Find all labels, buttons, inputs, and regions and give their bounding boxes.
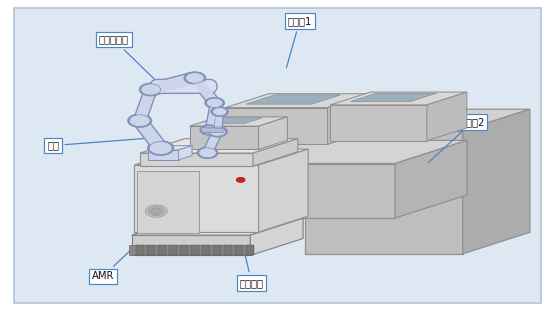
Text: 协作机器人: 协作机器人 xyxy=(99,35,164,88)
Circle shape xyxy=(145,205,167,217)
Circle shape xyxy=(149,141,172,155)
Circle shape xyxy=(201,126,217,134)
Polygon shape xyxy=(305,109,530,131)
Circle shape xyxy=(197,147,218,159)
Polygon shape xyxy=(136,245,144,255)
Polygon shape xyxy=(129,245,252,255)
Polygon shape xyxy=(132,235,251,255)
Polygon shape xyxy=(427,92,467,141)
FancyArrowPatch shape xyxy=(218,114,220,129)
Polygon shape xyxy=(179,146,192,160)
Polygon shape xyxy=(330,92,467,105)
Polygon shape xyxy=(207,140,467,163)
FancyArrowPatch shape xyxy=(140,92,150,118)
FancyArrowPatch shape xyxy=(153,79,192,89)
Circle shape xyxy=(200,125,218,135)
Circle shape xyxy=(199,148,216,158)
Text: 成品料框: 成品料框 xyxy=(239,236,264,288)
FancyArrowPatch shape xyxy=(208,134,216,150)
Polygon shape xyxy=(138,171,199,233)
Polygon shape xyxy=(213,245,221,255)
Circle shape xyxy=(184,72,206,84)
Polygon shape xyxy=(202,245,210,255)
Polygon shape xyxy=(190,117,288,126)
Circle shape xyxy=(141,84,161,95)
Polygon shape xyxy=(395,140,467,218)
Polygon shape xyxy=(147,245,155,255)
Polygon shape xyxy=(190,126,259,150)
Circle shape xyxy=(128,114,152,127)
Polygon shape xyxy=(140,139,298,153)
Polygon shape xyxy=(148,146,192,150)
Circle shape xyxy=(209,127,226,136)
Polygon shape xyxy=(140,153,253,166)
Polygon shape xyxy=(207,163,395,218)
Circle shape xyxy=(205,97,225,109)
FancyArrowPatch shape xyxy=(208,134,216,150)
Circle shape xyxy=(151,208,162,214)
FancyArrowPatch shape xyxy=(140,92,150,118)
Polygon shape xyxy=(330,105,427,141)
Text: AMR: AMR xyxy=(92,245,136,281)
Polygon shape xyxy=(351,93,437,101)
FancyArrowPatch shape xyxy=(210,105,214,127)
Polygon shape xyxy=(191,245,199,255)
Polygon shape xyxy=(305,131,463,254)
Polygon shape xyxy=(259,117,288,150)
Polygon shape xyxy=(201,127,225,132)
Circle shape xyxy=(185,73,204,83)
Polygon shape xyxy=(132,218,303,235)
Polygon shape xyxy=(226,108,327,144)
Polygon shape xyxy=(134,149,308,165)
FancyArrowPatch shape xyxy=(218,114,220,129)
FancyBboxPatch shape xyxy=(14,8,541,303)
Circle shape xyxy=(236,177,245,182)
FancyArrowPatch shape xyxy=(196,80,213,101)
Text: 抓手: 抓手 xyxy=(47,138,145,151)
Circle shape xyxy=(129,115,150,126)
FancyArrowPatch shape xyxy=(142,123,159,146)
Polygon shape xyxy=(224,245,232,255)
Polygon shape xyxy=(158,245,166,255)
Circle shape xyxy=(212,108,227,116)
FancyArrowPatch shape xyxy=(142,123,159,146)
Text: 原料桢2: 原料桢2 xyxy=(428,117,484,163)
Polygon shape xyxy=(246,95,341,104)
Polygon shape xyxy=(253,139,298,166)
Circle shape xyxy=(148,141,174,156)
Polygon shape xyxy=(463,109,530,254)
Polygon shape xyxy=(226,94,371,108)
FancyArrowPatch shape xyxy=(210,105,214,127)
Polygon shape xyxy=(327,94,371,144)
Polygon shape xyxy=(206,118,262,123)
Circle shape xyxy=(139,83,163,96)
Polygon shape xyxy=(169,245,176,255)
Polygon shape xyxy=(251,218,303,255)
Polygon shape xyxy=(180,245,187,255)
Polygon shape xyxy=(259,149,308,232)
Circle shape xyxy=(206,98,223,108)
FancyArrowPatch shape xyxy=(196,80,213,101)
Polygon shape xyxy=(148,150,179,160)
Circle shape xyxy=(148,206,165,216)
FancyArrowPatch shape xyxy=(153,79,192,89)
Text: 原料桢1: 原料桢1 xyxy=(286,16,312,68)
Circle shape xyxy=(207,126,227,137)
Polygon shape xyxy=(134,165,259,232)
Polygon shape xyxy=(246,245,254,255)
Polygon shape xyxy=(235,245,243,255)
Circle shape xyxy=(211,107,228,117)
